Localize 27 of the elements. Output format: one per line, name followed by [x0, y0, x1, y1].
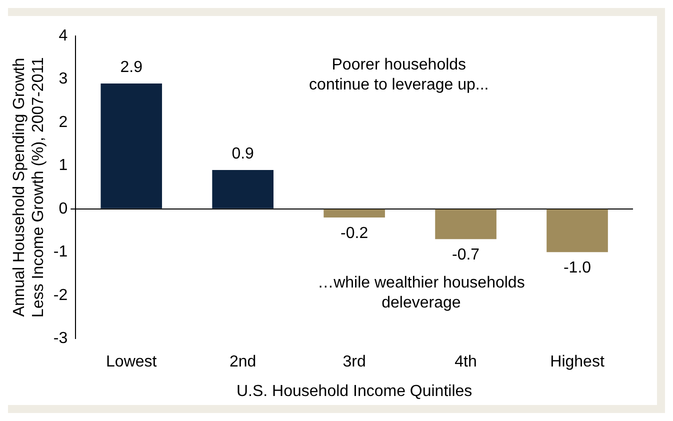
x-tick-label: 2nd	[229, 354, 256, 371]
x-tick-label: Highest	[550, 354, 605, 371]
y-tick-label: -2	[53, 286, 68, 304]
data-label: -1.0	[563, 260, 592, 277]
x-axis-title: U.S. Household Income Quintiles	[236, 382, 472, 400]
y-tick-label: 1	[58, 157, 68, 174]
bar	[435, 209, 496, 240]
x-tick-label: 4th	[454, 354, 477, 371]
bar	[212, 170, 274, 208]
x-tick-label: 3rd	[342, 354, 366, 371]
data-label: -0.7	[452, 246, 480, 264]
data-label: 2.9	[120, 58, 143, 76]
x-tick-label: Lowest	[106, 354, 158, 371]
data-label: -0.2	[340, 224, 368, 242]
y-tick-label: 3	[58, 70, 68, 88]
annotation: …while wealthier households deleverage	[318, 274, 525, 312]
bar	[546, 209, 608, 252]
bar	[100, 84, 162, 208]
y-tick-label: 0	[58, 200, 68, 218]
y-tick-label: -1	[53, 244, 68, 261]
data-label: 0.9	[232, 145, 254, 162]
y-tick-label: -3	[53, 330, 68, 348]
y-tick-label: 4	[58, 27, 68, 44]
annotation: Poorer households continue to leverage up...	[309, 56, 489, 94]
y-tick-label: 2	[58, 114, 68, 131]
y-axis-title: Annual Household Spending Growth Less Income Growth (%), 2007-2011	[11, 57, 48, 318]
bar	[324, 209, 385, 218]
